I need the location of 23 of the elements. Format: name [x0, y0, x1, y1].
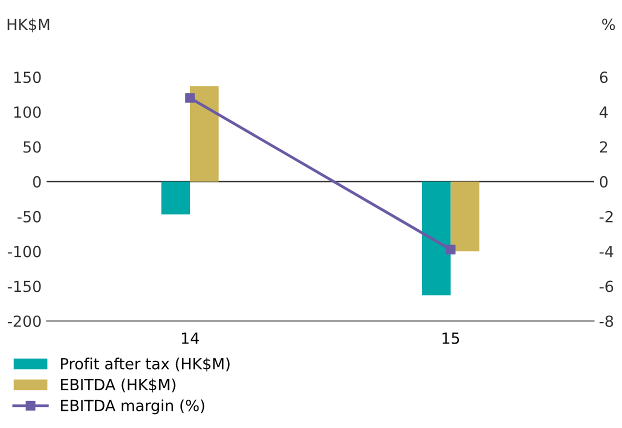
y-tick-label: 50 — [24, 141, 41, 153]
legend-label: EBITDA (HK$M) — [61, 378, 176, 392]
y-tick-label: 100 — [14, 106, 41, 118]
y-axis-title: HK$M — [8, 18, 50, 32]
y2-tick-label: 2 — [600, 141, 608, 153]
y-tick-label: -50 — [18, 210, 41, 222]
y2-tick-label: -6 — [600, 280, 614, 292]
y-tick-label: -100 — [8, 246, 41, 258]
x-tick-label: 14 — [182, 332, 199, 344]
y-tick-label: -200 — [8, 315, 41, 328]
y-tick-label: -150 — [8, 280, 41, 292]
legend-label: Profit after tax (HK$M) — [61, 358, 230, 372]
x-tick-label: 15 — [442, 332, 460, 344]
y2-tick-label: 6 — [600, 72, 608, 84]
y2-tick-label: -2 — [600, 210, 613, 222]
y2-tick-label: 0 — [600, 176, 608, 188]
y2-axis-title: % — [602, 18, 615, 30]
y2-tick-label: -4 — [600, 246, 614, 258]
y2-tick-label: -8 — [600, 315, 614, 328]
y-tick-label: 150 — [14, 72, 41, 84]
y-tick-label: 0 — [33, 176, 41, 188]
y2-tick-label: 4 — [600, 106, 608, 118]
legend-label: EBITDA margin (%) — [61, 399, 204, 414]
